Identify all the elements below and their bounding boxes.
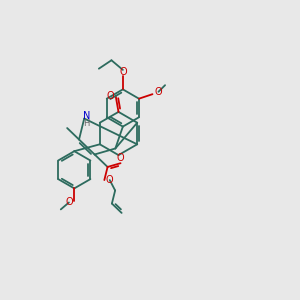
Text: O: O — [106, 91, 114, 101]
Text: O: O — [119, 67, 127, 77]
Text: N: N — [83, 111, 90, 121]
Text: O: O — [106, 175, 113, 185]
Text: O: O — [154, 87, 162, 98]
Text: O: O — [65, 196, 73, 207]
Text: O: O — [117, 153, 124, 163]
Text: H: H — [83, 119, 90, 128]
